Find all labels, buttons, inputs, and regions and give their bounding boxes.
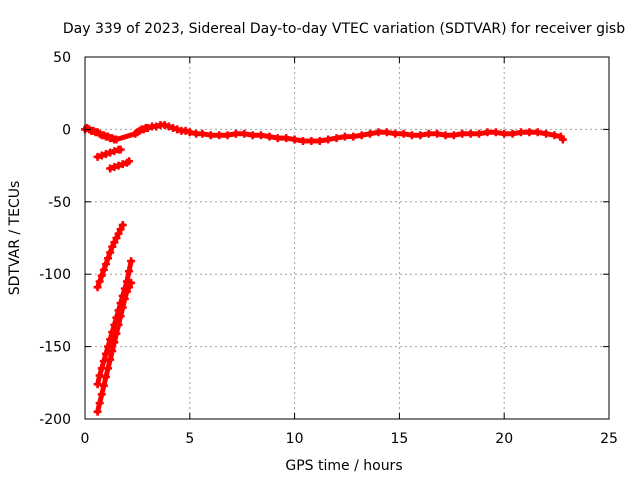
y-tick-label: -100 — [39, 267, 71, 283]
data-point — [116, 145, 125, 154]
series-segment-c — [93, 220, 127, 292]
series-segment-a — [93, 145, 125, 161]
data-points — [81, 121, 567, 416]
y-tick-label: -200 — [39, 412, 71, 428]
x-axis: 0 5 10 15 20 25 — [81, 57, 618, 447]
x-tick-label: 25 — [600, 431, 618, 447]
series-segment-b — [106, 157, 134, 173]
y-tick-label: 0 — [62, 122, 71, 138]
y-axis-label: SDTVAR / TECUs — [7, 181, 23, 296]
x-tick-label: 0 — [81, 431, 90, 447]
series-main-track — [81, 121, 567, 145]
y-tick-label: 50 — [53, 50, 71, 66]
data-point — [127, 257, 136, 266]
data-point — [127, 278, 136, 287]
x-tick-label: 15 — [390, 431, 408, 447]
x-tick-label: 5 — [185, 431, 194, 447]
x-tick-label: 20 — [495, 431, 513, 447]
data-point — [125, 157, 134, 166]
x-axis-label: GPS time / hours — [285, 458, 402, 474]
y-axis: 50 0 -50 -100 -150 -200 — [39, 50, 609, 428]
chart-title: Day 339 of 2023, Sidereal Day-to-day VTE… — [63, 21, 625, 37]
y-tick-label: -50 — [48, 195, 71, 211]
y-tick-label: -150 — [39, 340, 71, 356]
series-segment-e — [93, 278, 136, 416]
data-point — [558, 135, 567, 144]
plot-frame — [84, 56, 610, 420]
x-tick-label: 10 — [286, 431, 304, 447]
data-point — [118, 220, 127, 229]
grid — [85, 57, 609, 419]
